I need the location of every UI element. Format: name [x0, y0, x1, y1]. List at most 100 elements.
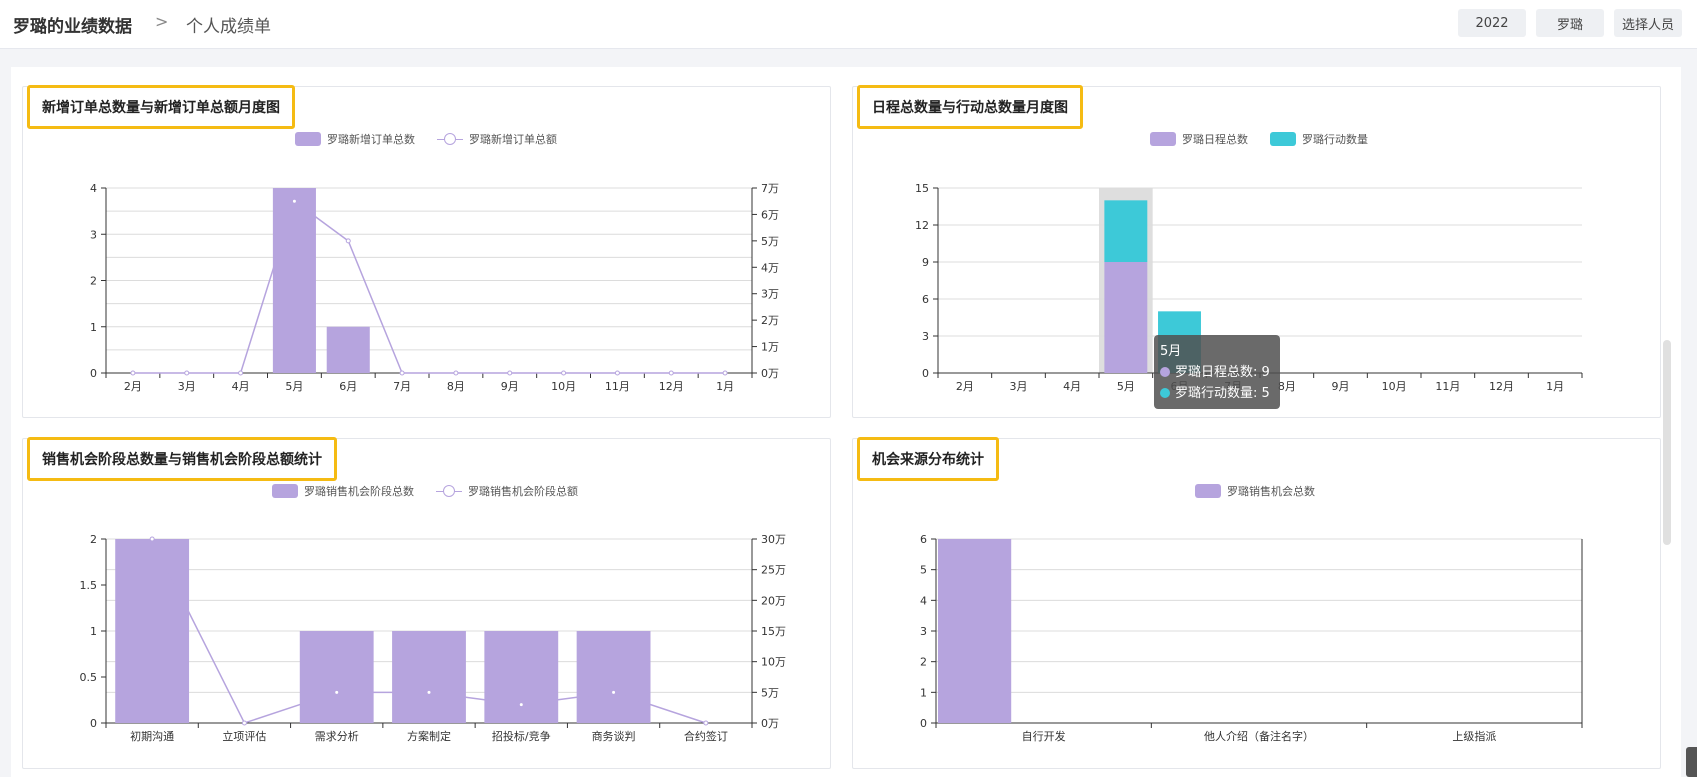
- legend-bar-swatch-cyan[interactable]: [1270, 132, 1296, 146]
- line-point: [184, 370, 190, 376]
- bar: [576, 631, 651, 723]
- stages-chart-title: 销售机会阶段总数量与销售机会阶段总额统计: [27, 437, 337, 481]
- y2-tick-label: 4万: [761, 261, 779, 274]
- bar: [299, 631, 374, 723]
- breadcrumb-title[interactable]: 罗璐的业绩数据: [13, 17, 132, 37]
- legend-item-orders-count[interactable]: 罗璐新增订单总数: [327, 133, 415, 146]
- x-tick-label: 4月: [1063, 380, 1081, 393]
- x-tick-label: 6月: [339, 380, 357, 393]
- line-point: [426, 689, 432, 695]
- y2-tick-label: 3万: [761, 288, 779, 301]
- person-button[interactable]: 罗璐: [1536, 9, 1604, 37]
- y-tick-label: 0: [90, 717, 97, 730]
- x-tick-label: 9月: [1332, 380, 1350, 393]
- y2-tick-label: 15万: [761, 625, 786, 638]
- x-tick-label: 8月: [447, 380, 465, 393]
- line-point: [345, 238, 351, 244]
- legend-item-actions[interactable]: 罗璐行动数量: [1302, 133, 1368, 146]
- legend-line-swatch[interactable]: [437, 132, 463, 146]
- x-tick-label: 3月: [1010, 380, 1028, 393]
- legend-item-orders-amount[interactable]: 罗璐新增订单总额: [469, 133, 557, 146]
- x-tick-label: 1月: [1546, 380, 1564, 393]
- legend-bar-swatch[interactable]: [272, 484, 298, 498]
- x-tick-label: 11月: [1435, 380, 1460, 393]
- bar: [392, 631, 466, 723]
- y-tick-label: 2: [920, 656, 927, 669]
- tooltip-dot: [1160, 388, 1170, 398]
- bar: [938, 539, 1012, 723]
- line-point: [668, 370, 674, 376]
- y2-tick-label: 30万: [761, 533, 786, 546]
- x-tick-label: 5月: [1117, 380, 1135, 393]
- legend-item-schedule[interactable]: 罗璐日程总数: [1182, 133, 1248, 146]
- bar-actions: [1104, 200, 1148, 262]
- line-point: [703, 720, 709, 726]
- y-tick-label: 3: [922, 330, 929, 343]
- y-tick-label: 12: [915, 219, 929, 232]
- line-point: [241, 720, 247, 726]
- legend-item-source[interactable]: 罗璐销售机会总数: [1227, 485, 1315, 498]
- orders-chart-title: 新增订单总数量与新增订单总额月度图: [27, 85, 295, 129]
- line-point: [561, 370, 567, 376]
- y2-tick-label: 2万: [761, 314, 779, 327]
- x-tick-label: 2月: [124, 380, 142, 393]
- x-tick-label: 招投标/竞争: [492, 729, 551, 743]
- legend-item-stages-amount[interactable]: 罗璐销售机会阶段总额: [468, 485, 578, 498]
- y-tick-label: 0: [922, 367, 929, 380]
- source-chart[interactable]: 自行开发 他人介绍（备注名字） 上级指派 0 1 2 3 4 5 6: [853, 439, 1662, 770]
- select-person-button[interactable]: 选择人员: [1614, 9, 1682, 37]
- orders-chart-card: 新增订单总数量与新增订单总额月度图 罗璐新增订单总数 罗璐新增订单总额 2月 3月…: [22, 85, 832, 419]
- x-tick-label: 10月: [551, 380, 576, 393]
- x-tick-label: 10月: [1382, 380, 1407, 393]
- y2-tick-label: 5万: [761, 686, 779, 699]
- stages-chart[interactable]: 初期沟通 立项评估 需求分析 方案制定 招投标/竞争 商务谈判 合约签订00.511.520…: [23, 439, 832, 770]
- y-tick-label: 1.5: [80, 579, 98, 592]
- chevron-right-icon: >: [155, 12, 169, 31]
- line-point: [614, 370, 620, 376]
- legend-bar-swatch[interactable]: [1150, 132, 1176, 146]
- x-tick-label: 需求分析: [315, 729, 359, 743]
- x-tick-label: 上级指派: [1452, 729, 1496, 743]
- x-tick-label: 8月: [1278, 380, 1296, 393]
- y-tick-label: 6: [920, 533, 927, 546]
- x-tick-label: 11月: [605, 380, 630, 393]
- schedule-chart-title: 日程总数量与行动总数量月度图: [857, 85, 1083, 129]
- x-tick-label: 商务谈判: [592, 729, 636, 743]
- legend-bar-swatch[interactable]: [295, 132, 321, 146]
- line-point: [291, 198, 297, 204]
- line-point: [149, 536, 155, 542]
- bar: [484, 631, 559, 723]
- x-tick-label: 2月: [956, 380, 974, 393]
- side-handle[interactable]: [1686, 747, 1697, 777]
- x-tick-label: 12月: [659, 380, 684, 393]
- y2-tick-label: 0万: [761, 717, 779, 730]
- tooltip-line-schedule: 罗璐日程总数: 9: [1175, 365, 1270, 380]
- y2-tick-label: 10万: [761, 656, 786, 669]
- stages-chart-card: 销售机会阶段总数量与销售机会阶段总额统计 罗璐销售机会阶段总数 罗璐销售机会阶段…: [22, 437, 832, 770]
- bar: [115, 539, 190, 723]
- y-tick-label: 0: [920, 717, 927, 730]
- legend-item-stages-count[interactable]: 罗璐销售机会阶段总数: [304, 485, 414, 498]
- line-point: [518, 702, 524, 708]
- legend-bar-swatch[interactable]: [1195, 484, 1221, 498]
- vertical-scrollbar[interactable]: [1663, 340, 1671, 545]
- x-tick-label: 5月: [285, 380, 303, 393]
- y-tick-label: 0: [90, 367, 97, 380]
- x-tick-label: 自行开发: [1022, 729, 1066, 743]
- line-point: [611, 689, 617, 695]
- line-point: [238, 370, 244, 376]
- stages-legend: 罗璐销售机会阶段总数 罗璐销售机会阶段总额: [272, 483, 578, 499]
- y2-tick-label: 5万: [761, 235, 779, 248]
- year-select-button[interactable]: 2022: [1458, 9, 1526, 37]
- orders-legend: 罗璐新增订单总数 罗璐新增订单总额: [295, 131, 557, 147]
- x-tick-label: 9月: [501, 380, 519, 393]
- x-tick-label: 他人介绍（备注名字）: [1204, 729, 1314, 743]
- line-point: [130, 370, 136, 376]
- x-tick-label: 12月: [1489, 380, 1514, 393]
- x-tick-label: 方案制定: [407, 729, 451, 743]
- y2-tick-label: 0万: [761, 367, 779, 380]
- legend-line-swatch[interactable]: [436, 484, 462, 498]
- source-chart-card: 机会来源分布统计 罗璐销售机会总数 自行开发 他人介绍（备注名字） 上级指派 0 1 2 3…: [852, 437, 1662, 770]
- orders-chart[interactable]: 2月 3月 4月 5月 6月 7月 8月 9月 10月 11月 12月 1月 0 1 2 3 4 0万 1万 2万 3万…: [23, 87, 832, 419]
- y-tick-label: 3: [920, 625, 927, 638]
